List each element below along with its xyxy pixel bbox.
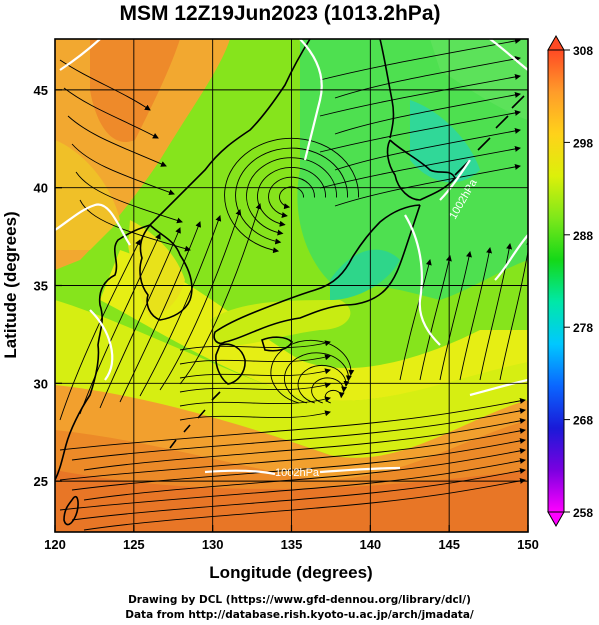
streamline (179, 203, 262, 385)
streamline (419, 255, 452, 381)
streamline (319, 73, 521, 117)
colorbar-scale (547, 49, 565, 513)
colorbar-tick-label: 288 (573, 229, 593, 243)
map-title: MSM 12Z19Jun2023 (1013.2hPa) (119, 2, 441, 25)
streamline (71, 467, 526, 521)
streamline (83, 477, 526, 531)
x-tick-label: 120 (44, 537, 66, 552)
x-tick-label: 145 (438, 537, 460, 552)
streamline (319, 109, 521, 153)
colorbar-bottom-arrow (547, 511, 565, 528)
colorbar-tick-label: 308 (573, 44, 593, 58)
streamline (59, 397, 526, 451)
streamline (439, 251, 472, 381)
streamline (179, 396, 331, 407)
y-tick-label: 40 (34, 181, 48, 196)
streamline (179, 354, 331, 365)
streamline (83, 447, 526, 501)
streamline (75, 171, 183, 224)
streamline (79, 233, 161, 415)
colorbar-top-arrow (547, 34, 565, 51)
streamline (297, 364, 350, 404)
streamline (246, 157, 337, 236)
x-axis: 120 125 130 135 140 145 150 (44, 525, 539, 552)
streamline (159, 209, 242, 391)
x-tick-label: 125 (123, 537, 145, 552)
streamline (63, 87, 159, 139)
y-tick-label: 30 (34, 376, 48, 391)
streamline (59, 457, 526, 511)
streamline (179, 382, 331, 393)
y-tick-label: 35 (34, 279, 48, 294)
streamline (99, 227, 181, 409)
streamline (67, 115, 167, 167)
streamline (139, 215, 222, 397)
colorbar-tick-label: 298 (573, 136, 593, 150)
streamline (59, 59, 151, 111)
x-axis-label: Longitude (degrees) (209, 563, 372, 582)
streamline (71, 407, 526, 461)
colorbar-tick-label: 268 (573, 414, 593, 428)
wind-streamlines (59, 39, 528, 531)
streamline (319, 39, 521, 81)
contour-label-low: 1002hPa (275, 467, 320, 479)
x-tick-label: 150 (517, 537, 539, 552)
lat-lon-grid (55, 39, 528, 532)
streamline (399, 259, 432, 381)
streamline (334, 91, 521, 135)
streamline (179, 410, 331, 421)
streamline (83, 417, 526, 471)
streamline (279, 186, 304, 210)
x-tick-label: 130 (202, 537, 224, 552)
streamline (479, 243, 513, 381)
streamline (334, 163, 521, 207)
streamline (319, 145, 521, 189)
streamline (224, 137, 359, 254)
y-axis: 25 30 35 40 45 (34, 83, 62, 489)
streamline (284, 352, 352, 404)
streamline (268, 176, 315, 218)
streamline (334, 55, 521, 99)
streamline (59, 427, 526, 481)
streamline (499, 239, 528, 381)
pressure-contours (55, 39, 528, 476)
colorbar-tick-label: 278 (573, 321, 593, 335)
streamline (59, 239, 141, 421)
streamline (71, 437, 526, 491)
x-tick-label: 140 (359, 537, 381, 552)
streamline (311, 377, 348, 404)
drawing-credit: Drawing by DCL (https://www.gfd-dennou.o… (128, 594, 471, 606)
y-axis-label: Latitude (degrees) (1, 211, 20, 358)
colorbar: 258 268 278 288 298 308 (547, 34, 593, 528)
y-tick-label: 25 (34, 474, 48, 489)
streamline (79, 199, 191, 252)
streamline (257, 167, 326, 227)
streamline (270, 339, 355, 404)
streamline (334, 127, 521, 171)
streamline (179, 368, 331, 379)
streamline (459, 247, 493, 381)
streamline (179, 340, 331, 351)
streamline (235, 147, 348, 245)
data-credit: Data from http://database.rish.kyoto-u.a… (125, 609, 474, 621)
colorbar-tick-label: 258 (573, 506, 593, 520)
y-tick-label: 45 (34, 83, 48, 98)
x-tick-label: 135 (281, 537, 303, 552)
